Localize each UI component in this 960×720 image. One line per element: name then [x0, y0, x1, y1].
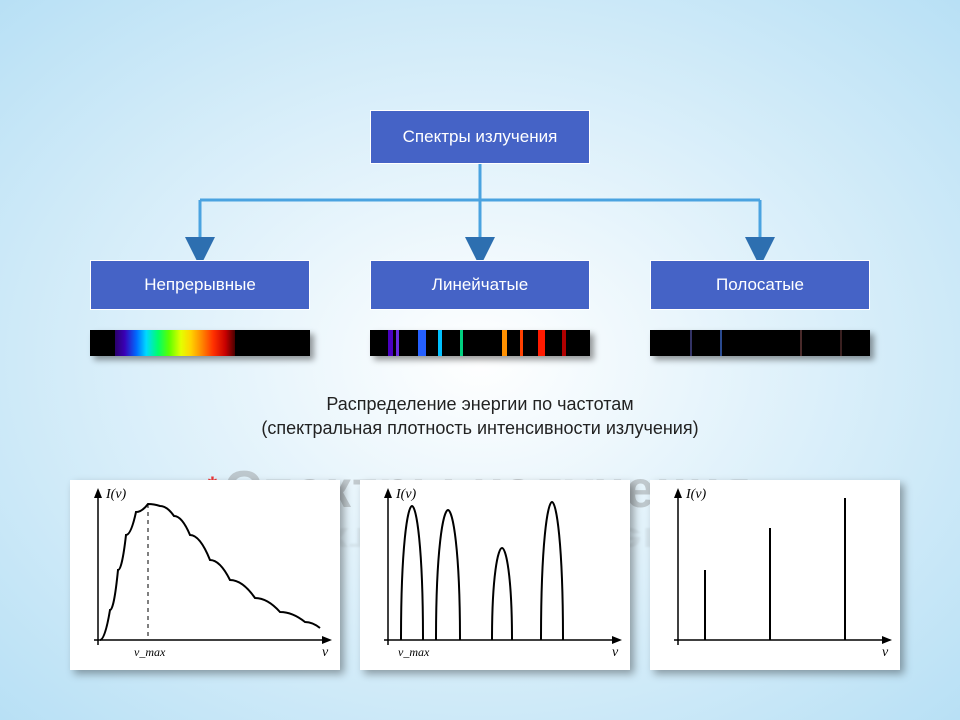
child-node-band-label: Полосатые — [716, 275, 804, 295]
root-node: Спектры излучения — [370, 110, 590, 164]
child-node-line: Линейчатые — [370, 260, 590, 310]
svg-text:I(ν): I(ν) — [685, 487, 707, 502]
caption: Распределение энергии по частотам (спект… — [0, 392, 960, 441]
graph-banded: I(ν) ν ν_max — [360, 480, 630, 670]
caption-line1: Распределение энергии по частотам — [0, 392, 960, 416]
child-node-line-label: Линейчатые — [432, 275, 528, 295]
svg-text:ν: ν — [612, 645, 619, 660]
spectrum-continuous — [90, 330, 310, 356]
svg-text:I(ν): I(ν) — [105, 487, 127, 502]
svg-text:I(ν): I(ν) — [395, 487, 417, 502]
svg-text:ν: ν — [322, 645, 329, 660]
svg-text:ν_max: ν_max — [398, 645, 430, 659]
child-node-continuous: Непрерывные — [90, 260, 310, 310]
child-node-band: Полосатые — [650, 260, 870, 310]
spectrum-band — [650, 330, 870, 356]
spectrum-line — [370, 330, 590, 356]
caption-line2: (спектральная плотность интенсивности из… — [0, 416, 960, 440]
graph-line: I(ν) ν — [650, 480, 900, 670]
svg-text:ν: ν — [882, 645, 889, 660]
graph-continuous: I(ν) ν ν_max — [70, 480, 340, 670]
svg-text:ν_max: ν_max — [134, 645, 166, 659]
child-node-continuous-label: Непрерывные — [144, 275, 256, 295]
root-node-label: Спектры излучения — [403, 127, 558, 147]
